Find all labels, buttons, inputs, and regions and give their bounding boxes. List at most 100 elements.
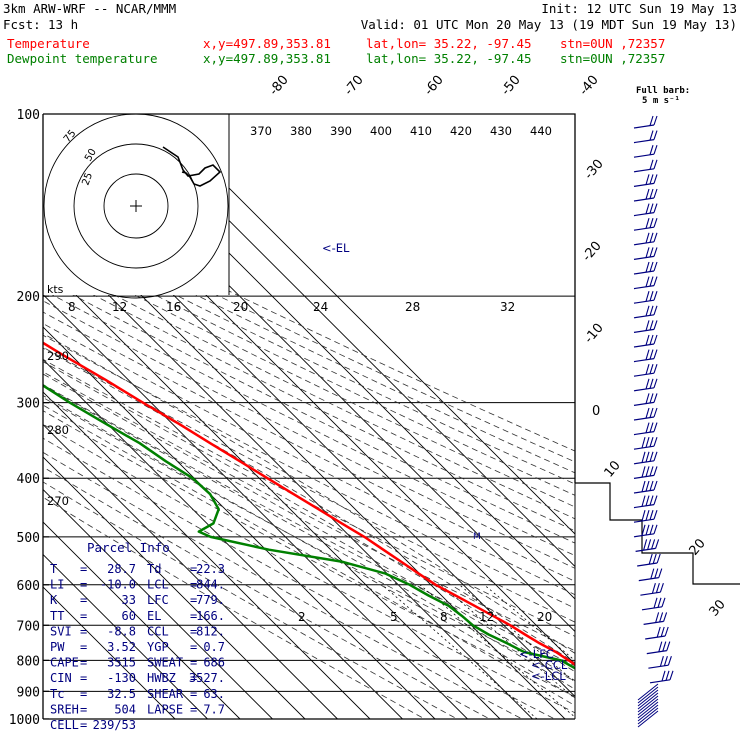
mixing-ratio-label: 32 (500, 300, 515, 314)
dry-adiabat-line (43, 207, 575, 463)
theta-e-label: 400 (370, 124, 392, 138)
dry-adiabat-line (43, 410, 575, 698)
wind-barb (637, 683, 659, 701)
moist-adiabat-line (43, 395, 575, 699)
wind-barb-feather (653, 232, 658, 242)
wind-barb-feather (653, 247, 658, 257)
wind-barb-feather (645, 495, 650, 506)
wind-barb-feather (653, 174, 658, 184)
dry-adiabat-label: 280 (47, 423, 69, 437)
mixing-ratio-label: 20 (233, 300, 248, 314)
mixing-ratio-label: 8 (440, 610, 448, 624)
isotherm-line (43, 553, 208, 719)
parcel-info-label: K (50, 593, 58, 607)
level-marker-lcl: <-LCL (531, 669, 566, 683)
parcel-info-value: 3.52 (107, 640, 136, 654)
wind-barb-feather (653, 261, 658, 272)
wind-barb-feather (649, 261, 654, 272)
isotherm-label: -20 (580, 239, 605, 265)
wind-barb-feather (664, 626, 669, 637)
isotherm-label: 30 (707, 597, 729, 619)
parcel-info-eq: = (190, 609, 197, 623)
parcel-info-label: SWEAT (147, 656, 183, 670)
isotherm-line (43, 586, 176, 719)
parcel-info-eq: = (190, 562, 197, 576)
wind-barb-feather (653, 407, 658, 418)
wind-barb-feather (645, 422, 650, 433)
wind-barb (637, 686, 659, 704)
hodograph-ring (43, 114, 229, 299)
wind-barb-feather (653, 451, 658, 461)
wind-barb (637, 689, 659, 707)
wind-barb (641, 606, 663, 611)
parcel-info-eq: = (80, 593, 87, 607)
mixing-ratio-line (419, 584, 575, 718)
dewpoint-row-stn: stn=0UN ,72357 (560, 51, 665, 66)
wind-barb (633, 328, 655, 333)
parcel-info-label: CAPE (50, 656, 79, 670)
dry-adiabat-line (43, 217, 575, 474)
isotherm-line (43, 456, 306, 719)
barb-legend-value: 5 m s⁻¹ (642, 96, 680, 106)
wind-barb-feather (649, 407, 654, 418)
parcel-info-label: LAPSE (147, 702, 183, 716)
parcel-info-value: 812. (196, 624, 225, 638)
wind-barb-feather (645, 349, 650, 360)
wind-barb-feather (649, 305, 654, 316)
wind-barb (637, 692, 659, 710)
wind-barb-feather (649, 437, 654, 447)
isotherm-label: 0 (592, 404, 600, 419)
dry-adiabat-line (43, 346, 575, 623)
wind-barb (633, 197, 655, 202)
hodograph-ring (103, 173, 169, 239)
parcel-info-eq: = (80, 562, 87, 576)
mixing-ratio-label: 28 (405, 300, 420, 314)
isotherm-line (43, 521, 241, 719)
wind-barb-feather (666, 641, 671, 651)
dry-adiabat-line (43, 198, 575, 452)
wind-barb-feather (653, 378, 658, 388)
parcel-info-eq: = (190, 687, 197, 701)
wind-barb-feather (658, 641, 663, 652)
level-marker-lfc: <-LFC (519, 647, 554, 661)
isotherm-line (43, 423, 338, 719)
wind-barb-feather (645, 218, 650, 229)
wind-barb-feather (661, 597, 666, 607)
wind-barb-feather (645, 291, 650, 302)
wind-barb-feather (655, 539, 660, 549)
wind-barb-feather (653, 115, 658, 126)
wind-barb (633, 401, 655, 406)
mixing-level-marker: M (473, 532, 481, 542)
wind-barb-feather (653, 145, 658, 155)
wind-barb-feather (653, 466, 658, 476)
parcel-info-label: SVI (50, 624, 72, 638)
wind-barb-feather (653, 597, 658, 609)
wind-barb (637, 695, 659, 713)
fcst-label: Fcst: (3, 17, 41, 32)
hodograph-ring-label: 25 (80, 171, 95, 187)
parcel-info-label: CCL (147, 624, 169, 638)
dry-adiabat-label: 270 (47, 494, 69, 508)
wind-barb-feather (658, 568, 663, 578)
wind-barb-feather (653, 291, 658, 301)
moist-adiabat-line (43, 332, 575, 654)
parcel-info-eq: = (80, 687, 87, 701)
wind-barb-feather (645, 480, 650, 492)
mixing-ratio-label: 16 (166, 300, 181, 314)
wind-barb-feather (645, 378, 650, 390)
parcel-info-value: 3527. (189, 671, 225, 685)
plot-frame-step (575, 482, 740, 585)
parcel-info-label: CIN (50, 671, 72, 685)
wind-barb-feather (649, 393, 654, 404)
parcel-info-value: 686 (203, 656, 225, 670)
temperature-row-latlon: lat,lon= 35.22, -97.45 (366, 36, 532, 51)
dewpoint-row-xy: x,y=497.89,353.81 (203, 51, 331, 66)
barb-legend-title: Full barb: (636, 86, 690, 96)
parcel-info-value: -8.8 (107, 624, 136, 638)
wind-barb-feather (653, 364, 658, 374)
parcel-info-eq: = (190, 656, 197, 670)
wind-barb-feather (659, 656, 664, 667)
wind-barb-feather (649, 203, 654, 214)
level-marker-el: <-EL (322, 241, 350, 255)
wind-barb-feather (645, 524, 650, 536)
